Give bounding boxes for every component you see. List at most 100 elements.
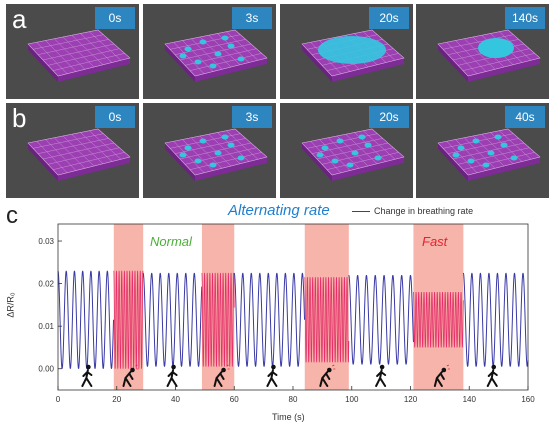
panel-b-tile-1-graphic	[27, 128, 131, 181]
panel-b-tile-4-graphic	[437, 128, 541, 181]
signal-segment-1	[57, 270, 115, 369]
panel-b-substrate-side-1	[28, 143, 58, 181]
legend-label: Change in breathing rate	[374, 206, 474, 216]
signal-segment-9	[462, 272, 529, 367]
panel-b-substrate-side-3	[302, 143, 332, 181]
panel-b-time-4: 40s	[505, 106, 545, 128]
panel-b-droplet-2-6	[209, 162, 217, 168]
panel-a-water-film-3	[318, 36, 386, 64]
panel-b-droplet-3-2	[351, 150, 359, 156]
x-tick-label-6: 120	[404, 395, 418, 404]
x-axis-label: Time (s)	[272, 412, 305, 422]
x-tick-label-8: 160	[521, 395, 535, 404]
panel-a-substrate-side-2	[165, 44, 195, 82]
panting-icon	[122, 364, 139, 387]
x-tick-label-1: 20	[112, 395, 121, 404]
signal-segment-7	[348, 274, 414, 365]
panel-a-substrate-front-3	[332, 58, 404, 82]
panel-a-tile-4-graphic	[437, 29, 541, 82]
panel-a-droplet-2-6	[209, 63, 217, 69]
x-tick-label-7: 140	[463, 395, 477, 404]
panel-a-tile-1-graphic	[27, 29, 131, 82]
panel-b-droplet-2-4	[194, 158, 202, 164]
panel-b-droplet-4-1	[472, 138, 480, 144]
panel-a-substrate-top-1	[27, 29, 131, 77]
x-tick-label-5: 100	[345, 395, 359, 404]
x-tick-label-3: 60	[230, 395, 239, 404]
panel-b-time-2: 3s	[232, 106, 272, 128]
panel-a-tile-2-graphic	[164, 29, 268, 82]
panel-a-substrate-front-4	[468, 58, 540, 82]
panel-a-droplet-2-4	[194, 59, 202, 65]
panel-a-substrate-side-4	[438, 44, 468, 82]
panel-a-tile-3: 20s	[280, 4, 413, 99]
panel-a-tile-1: a 0s	[6, 4, 139, 99]
panel-a-time-1: 0s	[95, 7, 135, 29]
panel-b-time-3: 20s	[369, 106, 409, 128]
panel-b-droplet-3-7	[316, 152, 324, 158]
panel-b-droplet-3-0	[321, 145, 329, 151]
panel-a-tile-2: 3s	[143, 4, 276, 99]
panel-b-time-1: 0s	[95, 106, 135, 128]
panel-b-tile-2: 3s	[143, 103, 276, 198]
panel-b-mesh-3	[301, 128, 405, 176]
panting-icon	[213, 364, 230, 387]
signal-segment-3	[142, 272, 203, 367]
panel-b-droplet-4-8	[494, 134, 502, 140]
panel-a-droplet-2-5	[237, 56, 245, 62]
panel-b-tile-1: b 0s	[6, 103, 139, 198]
panel-a-substrate-side-1	[28, 44, 58, 82]
panel-b-droplet-2-8	[221, 134, 229, 140]
panel-c-letter: c	[6, 202, 18, 229]
panel-b-droplet-4-5	[510, 155, 518, 161]
panel-a-droplet-2-8	[221, 35, 229, 41]
panel-b-substrate-front-4	[468, 157, 540, 181]
panel-a-droplet-2-1	[199, 39, 207, 45]
chart-legend: Change in breathing rate	[352, 206, 473, 216]
panel-b-droplet-3-3	[364, 142, 372, 148]
panel-b-letter: b	[12, 103, 27, 133]
x-tick-label-0: 0	[56, 395, 61, 404]
panel-b-droplet-4-7	[452, 152, 460, 158]
panel-b-droplet-4-0	[457, 145, 465, 151]
walking-icon	[266, 364, 278, 387]
panel-b-mesh-1	[27, 128, 131, 176]
panel-b-droplet-2-3	[227, 142, 235, 148]
y-tick-label-0: 0.00	[38, 365, 54, 374]
panel-b-droplet-2-7	[179, 152, 187, 158]
panel-b-substrate-side-2	[165, 143, 195, 181]
panel-b-droplet-3-5	[374, 155, 382, 161]
panel-b-tile-2-graphic	[164, 128, 268, 181]
panel-b-droplet-4-6	[482, 162, 490, 168]
panel-a-time-3: 20s	[369, 7, 409, 29]
y-tick-label-2: 0.02	[38, 280, 54, 289]
panel-a-tile-4: 140s	[416, 4, 549, 99]
panel-a-substrate-front-2	[195, 58, 267, 82]
panel-a-substrate-front-1	[58, 58, 130, 82]
panel-a-water-puddle-4	[478, 38, 514, 58]
panel-a-droplet-2-3	[227, 43, 235, 49]
walking-icon	[486, 364, 498, 387]
panel-b-tile-3-graphic	[301, 128, 405, 181]
walking-icon	[81, 364, 93, 387]
signal-segment-4	[201, 272, 235, 367]
panel-c: 0 20 40 60 80 100 120 140 160 0.00 0.01 0.02 0.03 c …	[0, 202, 550, 427]
x-tick-label-4: 80	[289, 395, 298, 404]
walking-icon	[166, 364, 178, 387]
breathing-chart: 0 20 40 60 80 100 120 140 160 0.00 0.01 0.02 0.03	[38, 223, 535, 404]
panel-b-droplet-4-3	[500, 142, 508, 148]
legend-line-swatch	[352, 210, 370, 212]
panel-a-time-4: 140s	[505, 7, 545, 29]
panel-b-substrate-front-3	[332, 157, 404, 181]
panel-b-droplet-3-6	[346, 162, 354, 168]
panel-b-droplet-2-0	[184, 145, 192, 151]
panel-a-droplet-2-2	[214, 51, 222, 57]
panel-b-droplet-2-2	[214, 150, 222, 156]
y-tick-label-3: 0.03	[38, 237, 54, 246]
panel-b-droplet-4-4	[467, 158, 475, 164]
panel-b-tile-4: 40s	[416, 103, 549, 198]
panel-a-letter: a	[12, 4, 27, 34]
panel-b-droplet-2-5	[237, 155, 245, 161]
panel-b-substrate-front-2	[195, 157, 267, 181]
